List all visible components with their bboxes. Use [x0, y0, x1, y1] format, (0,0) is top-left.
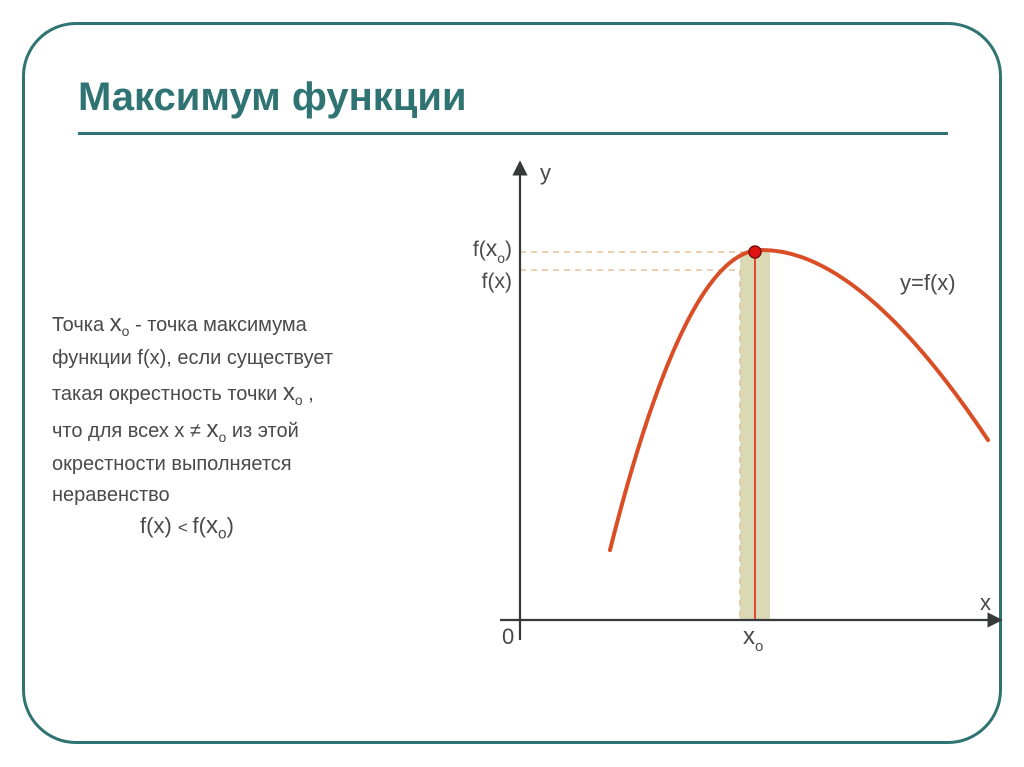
ineq-rhs-b: ) — [227, 513, 234, 538]
function-plot: y x 0 xo f(xo) f(x) y=f(x) — [440, 150, 1005, 680]
label-fx0: f(xo) — [473, 235, 512, 266]
label-x0: xo — [743, 623, 763, 655]
label-zero: 0 — [502, 624, 514, 649]
ineq-rhs-x: x — [206, 512, 218, 539]
ineq-lhs: f(x) — [140, 513, 172, 538]
txt: , — [308, 383, 314, 405]
txt: Точка — [52, 314, 110, 336]
txt-x0-sub: o — [219, 429, 227, 445]
slide-title: Максимум функции — [78, 75, 467, 120]
label-y: y — [540, 160, 551, 185]
txt-x0: x — [283, 379, 295, 406]
ineq-rhs-sub: o — [218, 525, 227, 542]
txt: - точка максимума — [135, 314, 307, 336]
txt: неравенство — [52, 484, 170, 506]
definition-text: Точка xo - точка максимума функции f(x),… — [52, 305, 442, 511]
txt: что для всех x ≠ — [52, 420, 207, 442]
label-eqn: y=f(x) — [900, 270, 956, 295]
inequality-text: f(x) < f(xo) — [140, 512, 234, 543]
ineq-rhs-a: f( — [193, 513, 206, 538]
label-fx: f(x) — [482, 270, 512, 293]
title-underline — [78, 132, 948, 135]
txt: из этой — [232, 420, 299, 442]
label-x: x — [980, 590, 991, 615]
ineq-op: < — [178, 518, 193, 537]
txt: окрестности выполняется — [52, 453, 292, 475]
txt: функции f(x), если существует — [52, 347, 333, 369]
txt-x0-sub: o — [122, 323, 130, 339]
txt-x0: x — [110, 310, 122, 337]
txt-x0-sub: o — [295, 392, 303, 408]
max-point — [749, 246, 761, 258]
txt-x0: x — [207, 416, 219, 443]
txt: такая окрестность точки — [52, 383, 283, 405]
